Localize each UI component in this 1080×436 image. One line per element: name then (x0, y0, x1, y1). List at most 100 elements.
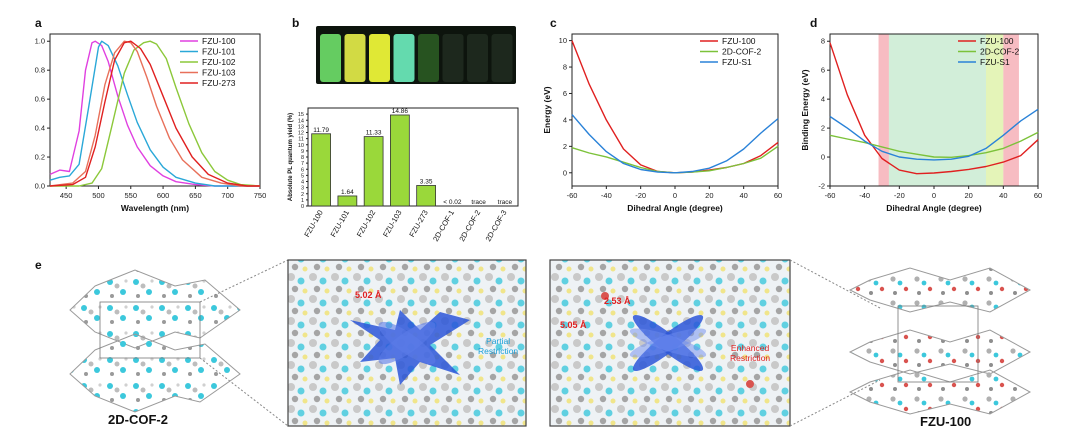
fzu100-lattice (848, 267, 1032, 415)
b-value-label: 14.86 (392, 108, 409, 115)
b-value-label: trace (498, 199, 513, 206)
zoom-line-2 (199, 357, 289, 427)
b-category-label: FZU-102 (355, 209, 378, 239)
panel-label-c: c (550, 16, 557, 30)
d-legend-label: 2D-COF-2 (980, 47, 1019, 57)
d-x-tick-label: 60 (1034, 191, 1042, 200)
zoom2-note: Enhanced Restriction (730, 343, 770, 363)
d-series-line (829, 131, 1039, 158)
a-legend-label: FZU-101 (202, 47, 236, 57)
d-y-tick-label: -2 (818, 182, 825, 191)
c-y-tick-label: 10 (559, 36, 567, 45)
chart-c-energy: -60 -40 -20 0 20 40 60 0 2 4 6 8 10 Dihedral Angle (d… (544, 33, 782, 213)
c-x-tick-label: 40 (739, 191, 747, 200)
d-x-tick-label: 20 (964, 191, 972, 200)
b-y-tick-label: 2 (301, 192, 304, 198)
b-y-tick-label: 4 (301, 180, 304, 186)
b-vial (491, 34, 513, 82)
cof2-lattice (69, 269, 241, 413)
a-series-line (50, 40, 261, 187)
d-shaded-region (878, 34, 889, 186)
b-y-tick-label: 6 (301, 167, 304, 173)
d-shaded-region (1003, 34, 1019, 186)
zoom2-distance-b: 5.05 Å (560, 320, 587, 330)
d-y-tick-label: 2 (821, 124, 825, 133)
a-series-line (49, 40, 260, 187)
d-series-line (829, 108, 1039, 161)
d-x-tick-label: 0 (932, 191, 936, 200)
b-value-label: 3.35 (420, 178, 433, 185)
b-category-label: 2D-COF-1 (431, 209, 456, 243)
a-x-tick-label: 450 (60, 191, 73, 200)
b-value-label: < 0.02 (443, 199, 462, 206)
b-vial (344, 34, 366, 82)
b-y-tick-label: 5 (301, 173, 304, 179)
b-y-tick-label: 12 (298, 131, 304, 137)
b-vial (418, 34, 439, 82)
d-shaded-region (986, 34, 1004, 186)
c-legend-label: 2D-COF-2 (722, 47, 761, 57)
c-y-tick-label: 8 (563, 63, 567, 72)
b-bar (311, 133, 331, 207)
a-x-tick-label: 650 (189, 191, 202, 200)
zoom-box-cof2 (287, 259, 527, 427)
b-vial (369, 34, 390, 82)
a-y-tick-label: 0.4 (35, 124, 45, 133)
b-vial-photo (316, 26, 516, 84)
b-vial (393, 34, 415, 82)
a-series-line (49, 40, 260, 187)
c-legend-label: FZU-100 (722, 36, 756, 46)
fzu100-title: FZU-100 (920, 414, 972, 429)
a-x-tick-label: 600 (157, 191, 170, 200)
a-x-tick-label: 750 (254, 191, 267, 200)
c-series-line (571, 114, 779, 174)
b-bar (363, 136, 384, 207)
b-y-axis-label: Absolute PL quantum yield (%) (288, 113, 294, 201)
panel-label-b: b (292, 16, 300, 30)
b-vial (442, 34, 464, 82)
b-category-label: 2D-COF-2 (457, 209, 482, 243)
c-y-tick-label: 2 (563, 142, 567, 151)
panel-label-d: d (810, 16, 818, 30)
d-legend-label: FZU-S1 (980, 57, 1010, 67)
b-value-label: 11.33 (366, 130, 382, 137)
b-vial (467, 34, 488, 82)
d-y-tick-label: 4 (821, 95, 825, 104)
b-value-label: 11.79 (313, 127, 329, 134)
zoom-box-fzu100 (549, 259, 791, 427)
d-series-line (829, 42, 1039, 175)
c-x-axis-label: Dihedral Angle (degree) (627, 203, 723, 213)
c-x-tick-label: -20 (635, 191, 646, 200)
b-category-label: FZU-273 (407, 209, 430, 239)
b-y-tick-label: 11 (298, 137, 304, 143)
a-y-tick-label: 1.0 (35, 37, 45, 46)
c-y-tick-label: 6 (563, 89, 567, 98)
b-axes-frame (307, 107, 519, 207)
b-category-label: FZU-100 (302, 209, 325, 239)
zoom1-note-line1: Partial (486, 336, 511, 346)
d-legend-label: FZU-100 (980, 36, 1014, 46)
c-y-tick-label: 4 (563, 115, 567, 124)
c-y-axis-label: Energy (eV) (544, 86, 552, 133)
c-legend-label: FZU-S1 (722, 57, 752, 67)
b-y-tick-label: 15 (298, 112, 304, 118)
b-bar (390, 114, 410, 207)
a-x-tick-label: 700 (221, 191, 234, 200)
a-y-tick-label: 0.0 (35, 182, 45, 191)
b-y-tick-label: 0 (301, 204, 304, 210)
b-bar (416, 185, 436, 207)
a-x-axis-label: Wavelength (nm) (121, 203, 189, 213)
b-y-tick-label: 8 (301, 155, 304, 161)
d-y-tick-label: 6 (821, 66, 825, 75)
chart-a-pl-spectra: 450 500 550 600 650 700 750 0.0 0.2 0.4 0.6 0.8 1.0 W… (35, 33, 267, 213)
zoom1-note: Partial Restriction (478, 336, 518, 356)
c-y-tick-label: 0 (563, 168, 567, 177)
zoom1-note-line2: Restriction (478, 346, 519, 356)
c-x-tick-label: -40 (601, 191, 612, 200)
a-legend-label: FZU-103 (202, 68, 236, 78)
d-y-axis-label: Binding Energy (eV) (800, 69, 810, 150)
panel-e-structures (69, 259, 1032, 427)
b-vial (320, 34, 341, 82)
